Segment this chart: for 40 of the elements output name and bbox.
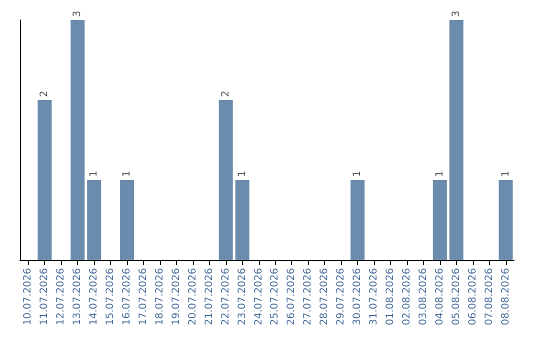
data-label: 1 bbox=[434, 170, 446, 177]
x-tick-label: 29.07.2026 bbox=[336, 268, 347, 326]
x-tick-label: 23.07.2026 bbox=[236, 268, 248, 326]
x-tick-label: 28.07.2026 bbox=[319, 268, 330, 326]
x-tick-label: 10.07.2026 bbox=[22, 268, 34, 326]
x-tick-label: 18.07.2026 bbox=[154, 268, 166, 326]
data-label: 2 bbox=[39, 90, 50, 97]
x-tick-label: 13.07.2026 bbox=[72, 268, 84, 326]
x-tick-label: 04.08.2026 bbox=[434, 268, 446, 326]
x-tick-label: 25.07.2026 bbox=[270, 268, 281, 326]
data-label: 1 bbox=[88, 170, 100, 177]
x-tick-label: 07.08.2026 bbox=[484, 268, 495, 326]
x-tick-label: 21.07.2026 bbox=[204, 268, 215, 326]
x-tick-label: 26.07.2026 bbox=[286, 268, 298, 326]
x-tick-label: 31.07.2026 bbox=[368, 268, 380, 326]
x-tick-label: 30.07.2026 bbox=[352, 268, 364, 326]
x-tick-label: 16.07.2026 bbox=[122, 268, 133, 326]
data-label: 1 bbox=[122, 170, 133, 177]
x-tick-label: 24.07.2026 bbox=[253, 268, 264, 326]
x-tick-label: 19.07.2026 bbox=[170, 268, 182, 326]
x-tick-label: 15.07.2026 bbox=[105, 268, 116, 326]
x-tick-label: 06.08.2026 bbox=[467, 268, 478, 326]
x-tick-label: 17.07.2026 bbox=[138, 268, 149, 326]
data-label: 1 bbox=[500, 170, 512, 177]
data-label: 1 bbox=[236, 170, 248, 177]
data-label: 3 bbox=[450, 10, 462, 17]
data-label: 1 bbox=[352, 170, 364, 177]
x-tick-label: 08.08.2026 bbox=[500, 268, 512, 326]
x-tick-label: 02.08.2026 bbox=[401, 268, 412, 326]
x-tick-label: 14.07.2026 bbox=[88, 268, 100, 326]
data-label: 3 bbox=[72, 10, 84, 17]
data-label: 2 bbox=[220, 90, 232, 97]
x-tick-label: 27.07.2026 bbox=[302, 268, 314, 326]
x-tick-label: 20.07.2026 bbox=[187, 268, 198, 326]
x-tick-label: 11.07.2026 bbox=[39, 268, 50, 326]
x-tick-label: 03.08.2026 bbox=[418, 268, 429, 326]
x-tick-label: 01.08.2026 bbox=[385, 268, 396, 326]
x-tick-label: 05.08.2026 bbox=[450, 268, 462, 326]
x-tick-label: 22.07.2026 bbox=[220, 268, 232, 326]
x-tick-label: 12.07.2026 bbox=[56, 268, 67, 326]
